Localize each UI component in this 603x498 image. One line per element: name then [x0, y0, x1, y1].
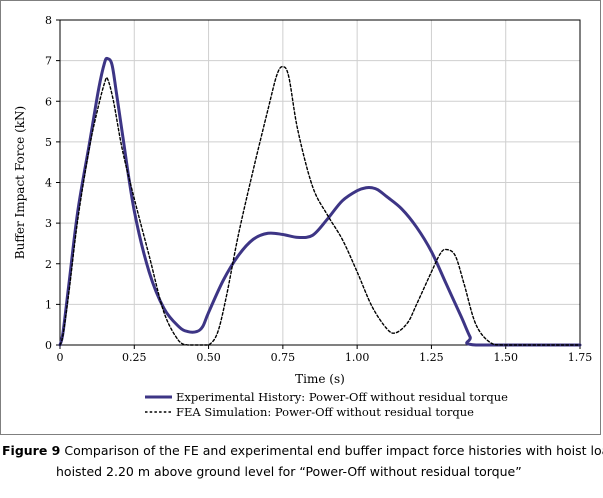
x-tick-label: 0.75: [271, 351, 296, 364]
y-tick-label: 8: [45, 14, 52, 27]
y-tick-label: 3: [45, 217, 52, 230]
x-axis-title: Time (s): [295, 372, 345, 386]
chart: 0 0.25 0.50 0.75 1.00 1.25 1.50 1.75 0 1 2 3 4 5 6 7 8 T…: [13, 14, 593, 419]
chart-frame: [0, 0, 601, 435]
y-tick-label: 4: [45, 177, 52, 190]
series-line-experimental: [58, 56, 582, 347]
y-tick-label: 5: [45, 136, 52, 149]
legend: Experimental History: Power-Off without …: [145, 390, 508, 419]
caption-text-line2: hoisted 2.20 m above ground level for “P…: [56, 464, 522, 479]
y-tick-label: 6: [45, 95, 52, 108]
legend-label-experimental: Experimental History: Power-Off without …: [176, 390, 508, 404]
caption-label: Figure 9: [2, 443, 61, 458]
x-tick-label: 1.00: [345, 351, 370, 364]
y-tick-label: 7: [45, 55, 52, 68]
caption-text-line1: Comparison of the FE and experimental en…: [64, 443, 603, 458]
x-tick-label: 0.25: [122, 351, 147, 364]
legend-label-fea: FEA Simulation: Power-Off without residu…: [176, 405, 474, 419]
x-tick-label: 0: [57, 351, 64, 364]
x-tick-label: 1.75: [568, 351, 593, 364]
y-tick-label: 1: [45, 298, 52, 311]
y-tick-label: 2: [45, 258, 52, 271]
x-tick-label: 0.50: [196, 351, 221, 364]
figure-caption: Figure 9 Comparison of the FE and experi…: [0, 440, 603, 482]
series-line-fea: [59, 65, 581, 346]
y-tick-label: 0: [45, 339, 52, 352]
y-axis-title: Buffer Impact Force (kN): [13, 106, 27, 259]
x-tick-label: 1.25: [419, 351, 444, 364]
x-tick-label: 1.50: [493, 351, 518, 364]
